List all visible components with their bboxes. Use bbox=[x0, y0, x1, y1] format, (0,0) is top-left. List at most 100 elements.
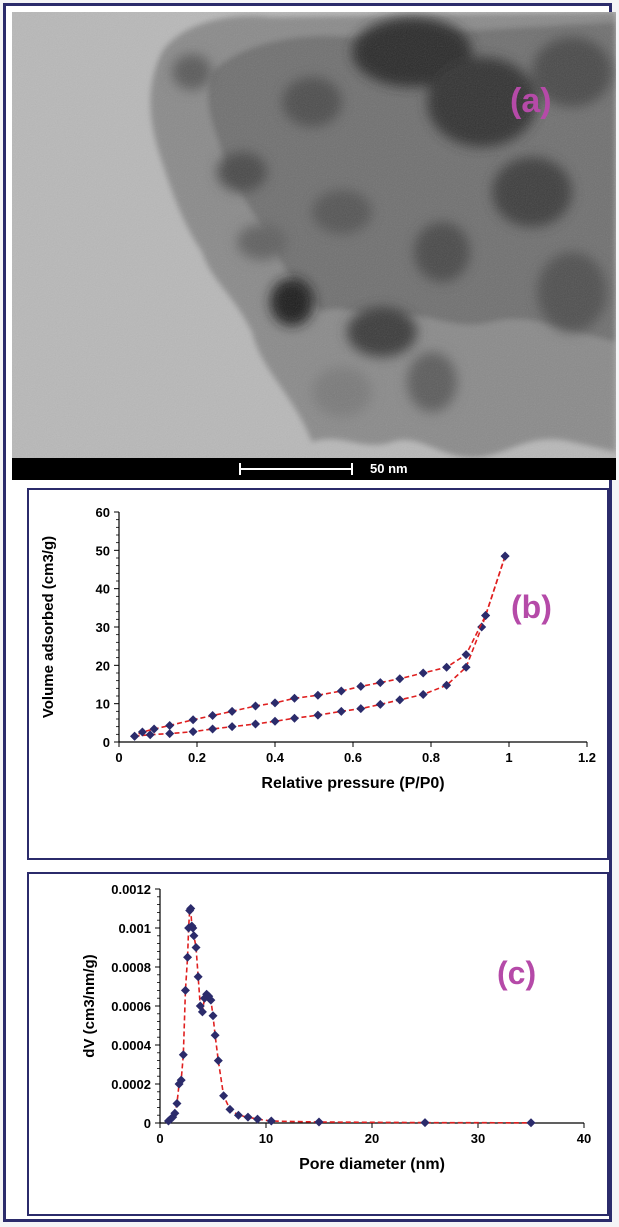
data-point bbox=[395, 695, 405, 705]
data-point bbox=[188, 715, 198, 725]
y-tick-label: 0.0012 bbox=[111, 882, 151, 897]
tem-micrograph: 50 nm bbox=[12, 12, 616, 480]
data-point bbox=[208, 724, 218, 734]
panel-label: (b) bbox=[511, 589, 552, 625]
x-tick-label: 10 bbox=[259, 1131, 273, 1146]
data-point bbox=[270, 698, 280, 708]
tem-image bbox=[12, 12, 616, 480]
data-point bbox=[461, 662, 471, 672]
data-point bbox=[227, 706, 237, 716]
data-point bbox=[270, 716, 280, 726]
y-tick-label: 0 bbox=[144, 1116, 151, 1131]
y-tick-label: 0.001 bbox=[118, 921, 151, 936]
data-point bbox=[500, 551, 510, 561]
data-point bbox=[314, 1117, 324, 1127]
data-point bbox=[243, 1112, 253, 1122]
data-point bbox=[418, 689, 428, 699]
y-tick-label: 40 bbox=[96, 582, 110, 597]
data-point bbox=[290, 693, 299, 703]
x-tick-label: 0.2 bbox=[188, 750, 206, 765]
x-tick-label: 0.8 bbox=[422, 750, 440, 765]
data-point bbox=[251, 701, 260, 711]
data-point bbox=[183, 952, 193, 962]
scale-bar bbox=[239, 463, 353, 475]
x-axis-title: Relative pressure (P/P0) bbox=[261, 775, 444, 792]
data-point bbox=[225, 1104, 235, 1114]
x-tick-label: 1 bbox=[505, 750, 512, 765]
data-point bbox=[477, 622, 487, 632]
y-tick-label: 60 bbox=[96, 505, 110, 520]
series-line bbox=[134, 555, 506, 738]
scale-bar-strip: 50 nm bbox=[12, 458, 616, 480]
y-tick-label: 30 bbox=[96, 620, 110, 635]
data-point bbox=[336, 706, 346, 716]
data-point bbox=[481, 611, 491, 620]
data-point bbox=[188, 923, 198, 933]
data-point bbox=[395, 674, 405, 684]
x-tick-label: 0 bbox=[156, 1131, 163, 1146]
data-point bbox=[313, 710, 323, 720]
data-point bbox=[442, 680, 452, 690]
data-point bbox=[290, 713, 299, 723]
scale-bar-label: 50 nm bbox=[370, 461, 408, 476]
data-point bbox=[165, 729, 175, 739]
data-point bbox=[251, 719, 260, 729]
data-point bbox=[526, 1118, 536, 1128]
y-tick-label: 0.0006 bbox=[111, 999, 151, 1014]
y-tick-label: 0.0002 bbox=[111, 1077, 151, 1092]
data-point bbox=[208, 711, 218, 721]
data-point bbox=[206, 995, 216, 1005]
x-tick-label: 0.4 bbox=[266, 750, 285, 765]
data-point bbox=[313, 690, 323, 700]
data-point bbox=[149, 724, 159, 734]
data-point bbox=[227, 722, 237, 732]
data-point bbox=[186, 904, 196, 913]
data-point bbox=[188, 727, 198, 737]
x-tick-label: 0 bbox=[115, 750, 122, 765]
series-line bbox=[134, 555, 506, 737]
data-point bbox=[172, 1099, 182, 1108]
data-point bbox=[213, 1056, 223, 1066]
panel-label: (c) bbox=[497, 955, 536, 991]
panel-a-label: (a) bbox=[510, 82, 552, 120]
y-tick-label: 0.0008 bbox=[111, 960, 151, 975]
x-tick-label: 20 bbox=[365, 1131, 379, 1146]
data-point bbox=[420, 1118, 430, 1128]
data-point bbox=[266, 1116, 276, 1126]
x-tick-label: 0.6 bbox=[344, 750, 362, 765]
y-tick-label: 0.0004 bbox=[111, 1038, 152, 1053]
data-point bbox=[253, 1114, 263, 1124]
x-tick-label: 40 bbox=[577, 1131, 591, 1146]
y-tick-label: 20 bbox=[96, 658, 110, 673]
y-axis-title: dV (cm3/nm/g) bbox=[81, 954, 98, 1057]
x-tick-label: 1.2 bbox=[578, 750, 596, 765]
data-point bbox=[208, 1011, 218, 1021]
data-point bbox=[219, 1091, 229, 1101]
data-point bbox=[180, 985, 190, 995]
data-point bbox=[210, 1030, 220, 1040]
panel-b-box bbox=[27, 488, 609, 860]
data-point bbox=[170, 1108, 180, 1118]
x-tick-label: 30 bbox=[471, 1131, 485, 1146]
data-point bbox=[356, 681, 366, 691]
data-point bbox=[418, 668, 428, 678]
x-axis-title: Pore diameter (nm) bbox=[299, 1156, 445, 1173]
data-point bbox=[375, 678, 385, 688]
data-point bbox=[178, 1050, 188, 1060]
data-point bbox=[137, 727, 147, 737]
y-axis-title: Volume adsorbed (cm3/g) bbox=[40, 536, 57, 718]
y-tick-label: 10 bbox=[96, 697, 110, 712]
data-point bbox=[375, 699, 385, 709]
data-point bbox=[193, 972, 203, 982]
data-point bbox=[130, 731, 140, 741]
pore-size-chart: 0 10 20 30 40 0 0.0002 0.0004 0.0006 0.0008 0.001 0… bbox=[81, 882, 591, 1173]
data-point bbox=[176, 1075, 186, 1085]
data-point bbox=[191, 943, 201, 952]
data-point bbox=[197, 1007, 207, 1017]
data-point bbox=[233, 1110, 243, 1120]
data-point bbox=[461, 650, 471, 660]
y-tick-label: 0 bbox=[103, 735, 110, 750]
series-line bbox=[167, 905, 532, 1124]
data-point bbox=[442, 662, 452, 672]
